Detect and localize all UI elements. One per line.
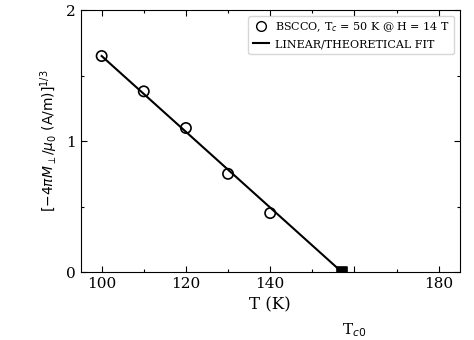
Point [224,171,232,176]
Y-axis label: $[-4\pi M_{\perp}/\mu_0\ \mathrm{(A/m)}]^{1/3}$: $[-4\pi M_{\perp}/\mu_0\ \mathrm{(A/m)}]… [39,70,60,212]
X-axis label: T (K): T (K) [249,296,291,313]
Legend: BSCCO, T$_c$ = 50 K @ H = 14 T, LINEAR/THEORETICAL FIT: BSCCO, T$_c$ = 50 K @ H = 14 T, LINEAR/T… [248,16,454,54]
Point [98,53,105,59]
Text: T$_{c0}$: T$_{c0}$ [342,322,366,339]
Point [140,89,147,94]
Point [182,125,190,131]
Point [266,210,274,216]
Point [338,269,346,275]
